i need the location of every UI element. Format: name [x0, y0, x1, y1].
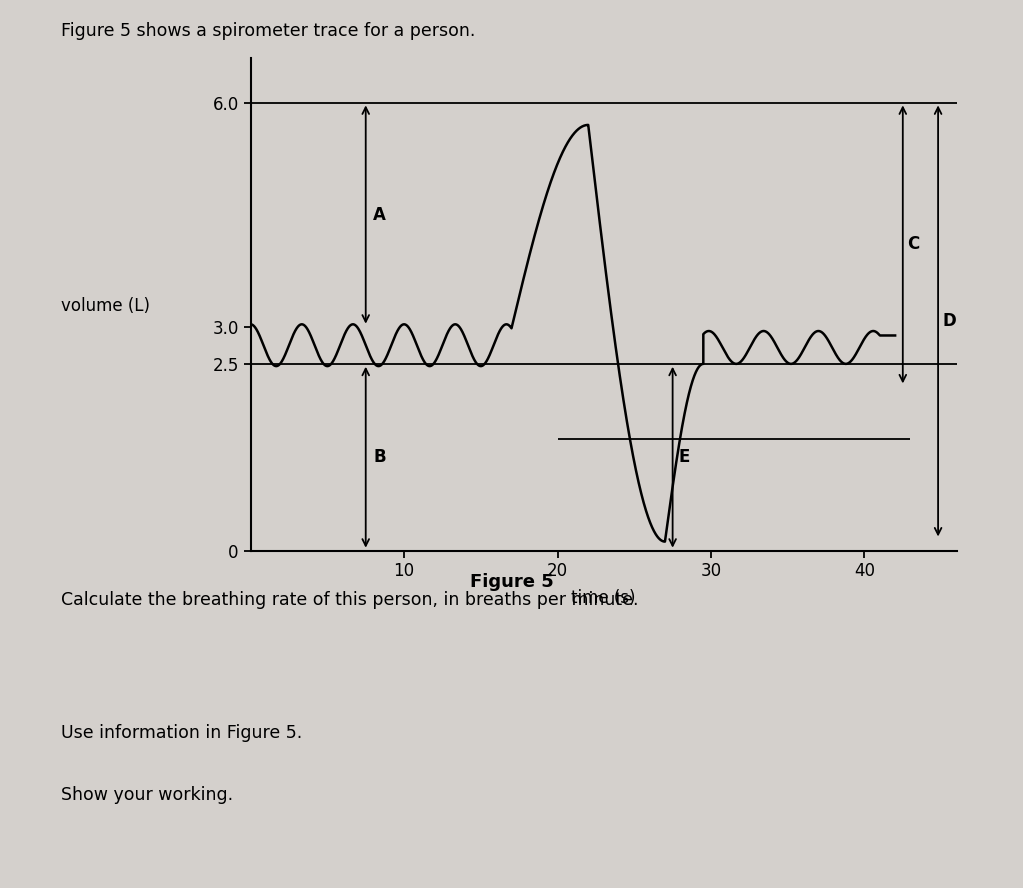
Text: Figure 5: Figure 5: [470, 573, 553, 591]
Text: B: B: [373, 448, 386, 466]
Text: Figure 5 shows a spirometer trace for a person.: Figure 5 shows a spirometer trace for a …: [61, 22, 476, 40]
X-axis label: time (s): time (s): [571, 589, 636, 607]
Text: Calculate the breathing rate of this person, in breaths per minute.: Calculate the breathing rate of this per…: [61, 591, 639, 608]
Text: A: A: [373, 205, 387, 224]
Text: volume (L): volume (L): [61, 297, 150, 315]
Text: Show your working.: Show your working.: [61, 786, 233, 804]
Text: Use information in Figure 5.: Use information in Figure 5.: [61, 724, 303, 741]
Text: D: D: [942, 312, 957, 330]
Text: C: C: [907, 235, 920, 253]
Text: E: E: [678, 448, 691, 466]
